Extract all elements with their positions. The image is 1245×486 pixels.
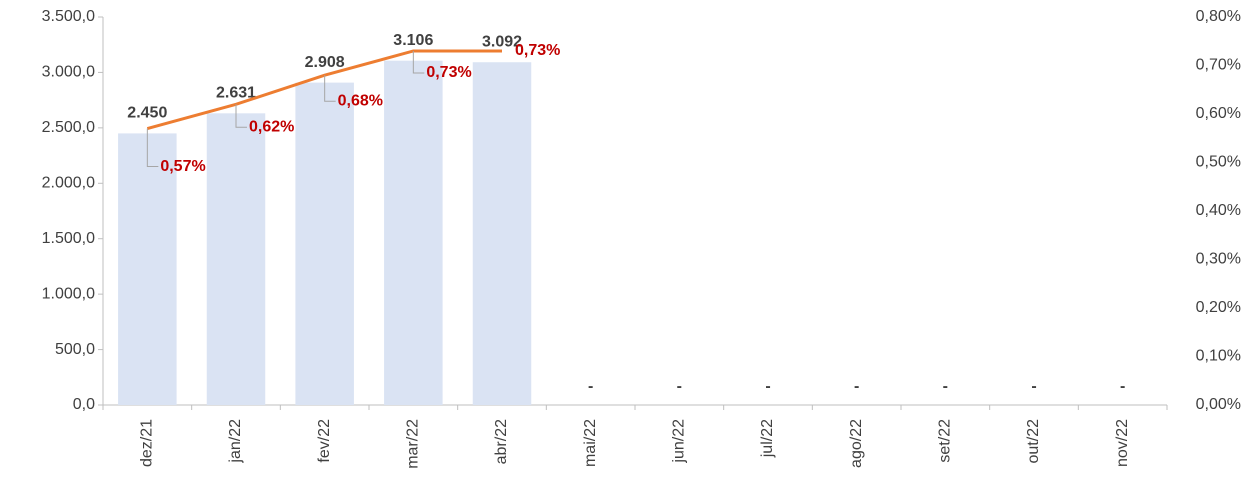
y-tick-label: 2.000,0 xyxy=(42,175,95,192)
y2-tick-label: 0,20% xyxy=(1196,299,1241,316)
leader-line xyxy=(324,75,336,102)
leader-line xyxy=(235,104,247,128)
bar-value-label: - xyxy=(677,378,682,395)
bar-value-label: - xyxy=(943,378,948,395)
x-tick-label: dez/21 xyxy=(139,419,156,467)
bar-value-label: - xyxy=(588,378,593,395)
x-tick-label: jan/22 xyxy=(227,419,244,464)
y-tick-label: 3.000,0 xyxy=(42,64,95,81)
y2-tick-label: 0,50% xyxy=(1196,154,1241,171)
y2-tick-label: 0,00% xyxy=(1196,396,1241,413)
y2-tick-label: 0,60% xyxy=(1196,105,1241,122)
line-value-label: 0,57% xyxy=(160,158,205,175)
y2-tick-label: 0,30% xyxy=(1196,251,1241,268)
y-tick-label: 500,0 xyxy=(55,341,95,358)
bar xyxy=(472,62,532,406)
x-tick-label: out/22 xyxy=(1025,419,1042,464)
bar-value-label: 2.908 xyxy=(305,54,345,71)
bar xyxy=(118,133,177,405)
bar-value-label: 2.631 xyxy=(216,85,256,102)
bar-value-label: - xyxy=(1031,378,1036,395)
x-tick-label: mai/22 xyxy=(582,419,599,467)
y2-tick-label: 0,80% xyxy=(1196,8,1241,25)
y-tick-label: 1.000,0 xyxy=(42,285,95,302)
bar-value-label: 3.106 xyxy=(393,32,433,49)
bar xyxy=(384,60,443,406)
leader-line xyxy=(412,50,425,74)
bar-value-label: - xyxy=(1120,378,1125,395)
bar xyxy=(295,82,354,405)
x-tick-label: abr/22 xyxy=(493,419,510,464)
x-tick-label: jul/22 xyxy=(759,419,776,458)
x-tick-label: set/22 xyxy=(937,419,954,463)
y2-tick-label: 0,70% xyxy=(1196,57,1241,74)
y-tick-label: 0,0 xyxy=(73,396,95,413)
bar xyxy=(206,113,266,406)
bar-value-label: 3.092 xyxy=(482,33,522,50)
line-value-label: 0,73% xyxy=(515,42,560,59)
y-tick-label: 3.500,0 xyxy=(42,8,95,25)
line-value-label: 0,68% xyxy=(338,92,383,109)
y2-tick-label: 0,40% xyxy=(1196,202,1241,219)
x-tick-label: fev/22 xyxy=(316,419,333,463)
x-tick-label: mar/22 xyxy=(405,419,422,469)
bar-value-label: - xyxy=(765,378,770,395)
x-tick-label: nov/22 xyxy=(1114,419,1131,467)
y2-tick-label: 0,10% xyxy=(1196,348,1241,365)
bar-value-label: - xyxy=(854,378,859,395)
line-value-label: 0,73% xyxy=(426,64,471,81)
y-tick-label: 2.500,0 xyxy=(42,119,95,136)
x-tick-label: ago/22 xyxy=(848,419,865,468)
bar-value-label: 2.450 xyxy=(127,105,167,122)
y-tick-label: 1.500,0 xyxy=(42,230,95,247)
leader-line xyxy=(146,128,159,168)
line-value-label: 0,62% xyxy=(249,119,294,136)
x-tick-label: jun/22 xyxy=(671,419,688,464)
